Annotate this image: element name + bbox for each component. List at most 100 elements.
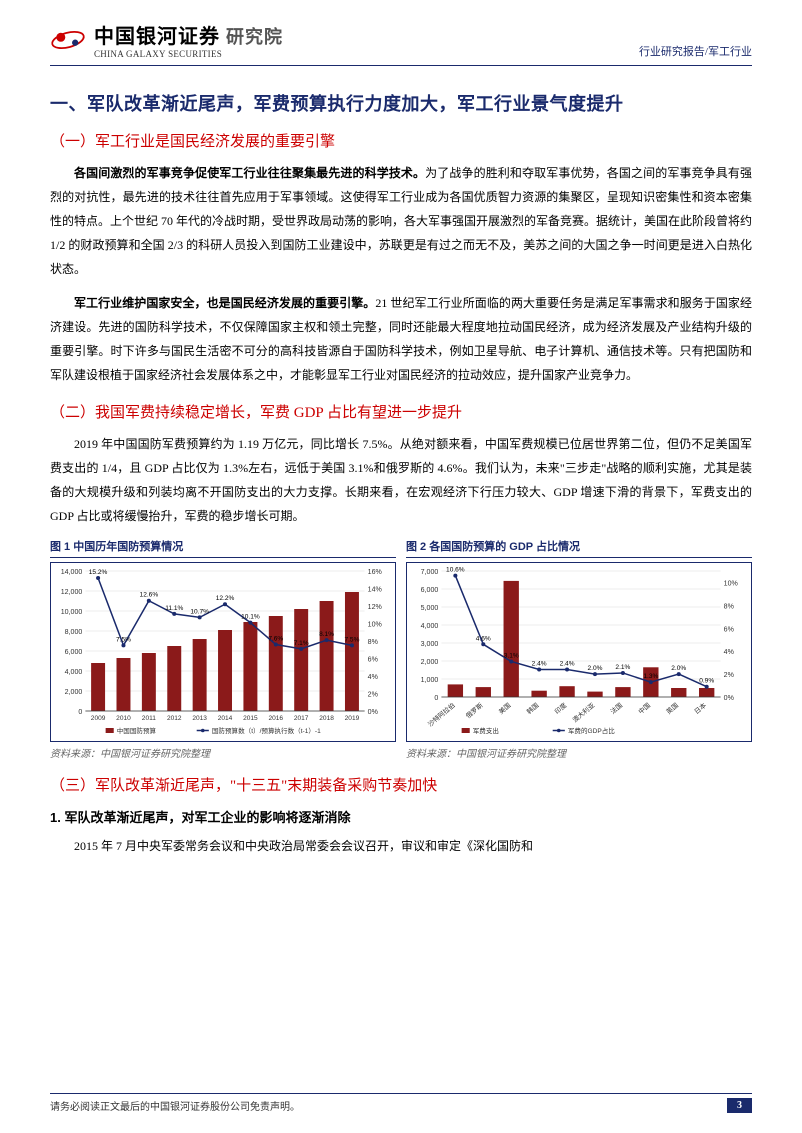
svg-text:日本: 日本 (692, 700, 708, 715)
svg-text:14%: 14% (368, 587, 382, 594)
chart-2-title: 图 2 各国国防预算的 GDP 占比情况 (406, 538, 752, 558)
svg-text:2%: 2% (724, 672, 734, 679)
svg-text:军费支出: 军费支出 (473, 726, 499, 735)
svg-text:6%: 6% (368, 657, 378, 664)
svg-text:军费的GDP占比: 军费的GDP占比 (568, 726, 615, 735)
svg-text:2.4%: 2.4% (532, 661, 547, 668)
svg-text:4.6%: 4.6% (476, 635, 491, 642)
svg-text:韩国: 韩国 (525, 701, 541, 716)
svg-text:4%: 4% (368, 674, 378, 681)
page-header: 中国银河证券研究院 CHINA GALAXY SECURITIES 行业研究报告… (50, 20, 752, 66)
s3-1-para-1: 2015 年 7 月中央军委常务会议和中央政治局常委会会议召开，审议和审定《深化… (50, 834, 752, 858)
svg-text:2,000: 2,000 (65, 689, 83, 696)
svg-text:2%: 2% (368, 692, 378, 699)
svg-text:7.6%: 7.6% (268, 636, 283, 643)
s1p1-rest: 为了战争的胜利和夺取军事优势，各国之间的军事竞争具有强烈的对抗性，最先进的技术往… (50, 166, 752, 276)
svg-text:印度: 印度 (552, 700, 568, 715)
svg-text:2011: 2011 (142, 715, 156, 722)
svg-text:澳大利亚: 澳大利亚 (570, 700, 596, 724)
svg-text:0: 0 (78, 709, 82, 716)
galaxy-logo-icon (50, 22, 86, 58)
subsection-2-title: （二）我国军费持续稳定增长，军费 GDP 占比有望进一步提升 (50, 401, 752, 422)
svg-text:15.2%: 15.2% (89, 569, 108, 576)
svg-text:2015: 2015 (243, 715, 258, 722)
svg-text:8%: 8% (368, 639, 378, 646)
svg-text:中国: 中国 (636, 701, 652, 716)
svg-text:10.1%: 10.1% (241, 614, 260, 621)
svg-text:12.6%: 12.6% (140, 592, 159, 599)
svg-text:2.1%: 2.1% (615, 664, 630, 671)
division-name: 研究院 (226, 27, 283, 47)
subsection-3-title: （三）军队改革渐近尾声，"十三五"末期装备采购节奏加快 (50, 774, 752, 795)
svg-text:俄罗斯: 俄罗斯 (464, 700, 485, 720)
svg-text:2.0%: 2.0% (671, 665, 686, 672)
chart-1-box: 图 1 中国历年国防预算情况 02,0004,0006,0008,00010,0… (50, 538, 396, 760)
svg-text:8.1%: 8.1% (319, 631, 334, 638)
svg-text:2.4%: 2.4% (560, 661, 575, 668)
svg-text:3,000: 3,000 (421, 641, 439, 648)
page-number: 3 (727, 1098, 752, 1113)
svg-text:英国: 英国 (664, 701, 680, 716)
svg-text:6,000: 6,000 (65, 649, 83, 656)
svg-text:0: 0 (434, 695, 438, 702)
disclaimer-text: 请务必阅读正文最后的中国银河证券股份公司免责声明。 (50, 1098, 300, 1113)
svg-text:2016: 2016 (269, 715, 284, 722)
chart-1-title: 图 1 中国历年国防预算情况 (50, 538, 396, 558)
page-footer: 请务必阅读正文最后的中国银河证券股份公司免责声明。 3 (50, 1093, 752, 1113)
svg-text:7,000: 7,000 (421, 569, 439, 576)
svg-text:14,000: 14,000 (61, 569, 83, 576)
svg-text:0%: 0% (724, 695, 734, 702)
svg-text:12.2%: 12.2% (216, 595, 235, 602)
report-page: 中国银河证券研究院 CHINA GALAXY SECURITIES 行业研究报告… (0, 0, 802, 1133)
svg-text:7.5%: 7.5% (344, 636, 359, 643)
chart-2-source: 资料来源：中国银河证券研究院整理 (406, 745, 752, 760)
svg-text:2,000: 2,000 (421, 659, 439, 666)
svg-text:10.6%: 10.6% (446, 567, 465, 574)
svg-text:3.1%: 3.1% (504, 653, 519, 660)
chart-2-canvas: 01,0002,0003,0004,0005,0006,0007,0000%2%… (406, 562, 752, 742)
s1p2-lead: 军工行业维护国家安全，也是国民经济发展的重要引擎。 (74, 296, 375, 310)
svg-text:2012: 2012 (167, 715, 182, 722)
subsection-1-title: （一）军工行业是国民经济发展的重要引擎 (50, 130, 752, 151)
section-heading-1: 一、军队改革渐近尾声，军费预算执行力度加大，军工行业景气度提升 (50, 90, 752, 116)
svg-text:2017: 2017 (294, 715, 309, 722)
svg-text:2019: 2019 (345, 715, 360, 722)
svg-text:12%: 12% (368, 604, 382, 611)
company-logo-block: 中国银河证券研究院 CHINA GALAXY SECURITIES (50, 20, 283, 59)
svg-text:11.1%: 11.1% (165, 605, 183, 612)
svg-text:1,000: 1,000 (421, 677, 439, 684)
svg-text:沙特阿拉伯: 沙特阿拉伯 (426, 701, 457, 729)
svg-text:7.5%: 7.5% (116, 636, 131, 643)
s1p1-lead: 各国间激烈的军事竞争促使军工行业往往聚集最先进的科学技术。 (74, 166, 425, 180)
svg-text:7.1%: 7.1% (294, 640, 309, 647)
svg-text:0%: 0% (368, 709, 378, 716)
svg-text:4%: 4% (724, 649, 734, 656)
svg-text:8%: 8% (724, 603, 734, 610)
svg-text:4,000: 4,000 (65, 669, 83, 676)
svg-text:10.7%: 10.7% (190, 608, 209, 615)
svg-text:1.3%: 1.3% (643, 673, 658, 680)
svg-text:2010: 2010 (116, 715, 131, 722)
chart-1-canvas: 02,0004,0006,0008,00010,00012,00014,0000… (50, 562, 396, 742)
svg-text:6,000: 6,000 (421, 587, 439, 594)
svg-text:中国国防预算: 中国国防预算 (117, 726, 157, 735)
svg-text:12,000: 12,000 (61, 589, 83, 596)
svg-text:10,000: 10,000 (61, 609, 83, 616)
s2-para-1: 2019 年中国国防军费预算约为 1.19 万亿元，同比增长 7.5%。从绝对额… (50, 432, 752, 528)
charts-container: 图 1 中国历年国防预算情况 02,0004,0006,0008,00010,0… (50, 538, 752, 760)
company-name-cn: 中国银河证券 (94, 26, 220, 48)
chart-2-box: 图 2 各国国防预算的 GDP 占比情况 0 1,000 2,000 3,000 4,0… (406, 538, 752, 760)
svg-text:4,000: 4,000 (421, 623, 439, 630)
svg-text:0.9%: 0.9% (699, 678, 714, 685)
svg-text:6%: 6% (724, 626, 734, 633)
svg-text:2013: 2013 (192, 715, 207, 722)
svg-text:16%: 16% (368, 569, 382, 576)
svg-text:2009: 2009 (91, 715, 106, 722)
s1-para-1: 各国间激烈的军事竞争促使军工行业往往聚集最先进的科学技术。为了战争的胜利和夺取军… (50, 161, 752, 281)
svg-text:10%: 10% (368, 622, 382, 629)
svg-text:法国: 法国 (608, 701, 624, 716)
svg-text:国防预算数（t）/预算执行数（t-1）-1: 国防预算数（t）/预算执行数（t-1）-1 (212, 726, 321, 735)
chart-1-source: 资料来源：中国银河证券研究院整理 (50, 745, 396, 760)
subsection-3-1-title: 1. 军队改革渐近尾声，对军工企业的影响将逐渐消除 (50, 807, 752, 826)
svg-text:10%: 10% (724, 580, 738, 587)
